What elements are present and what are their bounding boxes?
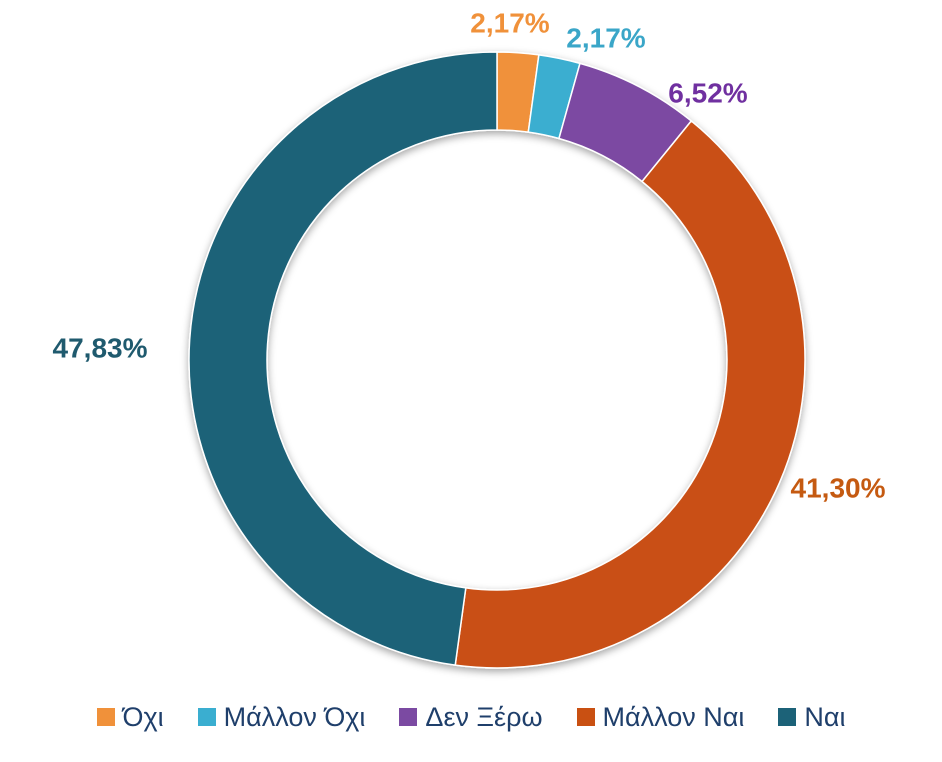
legend-label-4: Ναι <box>804 701 846 732</box>
donut-chart-svg: 2,17% 2,17% 6,52% 41,30% 47,83% <box>53 7 886 669</box>
legend-swatch-0 <box>96 708 115 726</box>
slice-3 <box>454 119 806 669</box>
legend-swatch-1 <box>197 708 216 726</box>
legend-item-2: Δεν Ξέρω <box>399 701 543 733</box>
legend-item-1: Μάλλον Όχι <box>197 701 366 733</box>
data-label-1: 2,17% <box>566 22 645 53</box>
legend-swatch-4 <box>778 708 797 726</box>
legend-swatch-3 <box>576 708 595 726</box>
data-label-4: 47,83% <box>53 332 148 363</box>
legend-label-1: Μάλλον Όχι <box>223 701 366 732</box>
slice-4 <box>188 51 498 666</box>
legend-item-3: Μάλλον Ναι <box>576 701 745 733</box>
data-labels-group: 2,17% 2,17% 6,52% 41,30% 47,83% <box>53 7 886 503</box>
data-label-0: 2,17% <box>470 7 549 38</box>
legend-item-0: Όχι <box>96 701 164 733</box>
data-label-2: 6,52% <box>668 77 747 108</box>
data-label-3: 41,30% <box>791 472 886 503</box>
legend: Όχι Μάλλον Όχι Δεν Ξέρω Μάλλον Ναι Ναι <box>0 697 942 737</box>
legend-label-2: Δεν Ξέρω <box>425 701 543 732</box>
legend-swatch-2 <box>399 708 418 726</box>
slices-group <box>188 51 806 669</box>
legend-item-4: Ναι <box>778 702 845 733</box>
legend-label-0: Όχι <box>122 701 164 732</box>
legend-label-3: Μάλλον Ναι <box>602 701 745 732</box>
